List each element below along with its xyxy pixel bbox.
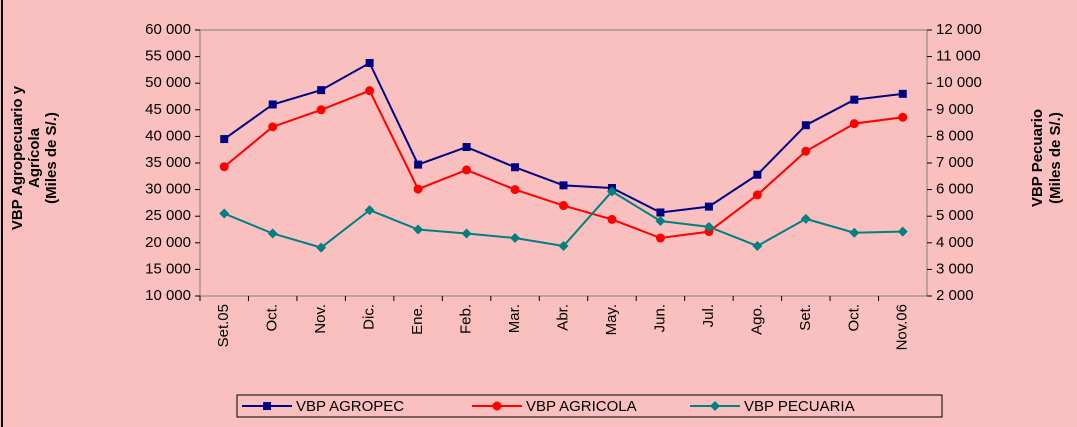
marker — [656, 208, 665, 217]
y2-tick-label: 7 000 — [936, 154, 974, 171]
x-tick-label: Abr. — [554, 304, 571, 331]
marker — [752, 240, 763, 251]
marker — [413, 224, 424, 235]
marker — [268, 100, 277, 109]
legend-label: VBP AGROPEC — [296, 398, 404, 415]
marker — [219, 208, 230, 219]
x-tick-label: Dic. — [361, 304, 378, 330]
y-tick-label: 25 000 — [145, 207, 191, 224]
marker — [655, 215, 666, 226]
marker — [492, 401, 502, 411]
marker — [898, 89, 907, 98]
y-tick-label: 30 000 — [145, 181, 191, 198]
x-tick-label: May. — [603, 304, 620, 335]
marker — [559, 201, 568, 211]
y-axis-title: Agrícola — [26, 127, 43, 188]
y2-tick-label: 5 000 — [936, 207, 974, 224]
marker — [801, 146, 811, 156]
x-tick-label: Jun. — [651, 304, 668, 332]
marker — [655, 233, 665, 243]
y2-tick-label: 10 000 — [936, 74, 982, 91]
y2-axis-title: VBP Pecuario — [1029, 109, 1046, 207]
y-tick-label: 45 000 — [145, 101, 191, 118]
marker — [800, 213, 811, 224]
marker — [462, 165, 472, 175]
x-tick-label: Jul. — [700, 304, 717, 327]
x-tick-label: Nov. — [312, 304, 329, 334]
y-tick-label: 15 000 — [145, 260, 191, 277]
y-tick-label: 20 000 — [145, 234, 191, 251]
x-tick-label: Nov.06 — [894, 304, 911, 350]
marker — [606, 186, 617, 197]
x-tick-label: Ago. — [748, 304, 765, 335]
marker — [365, 86, 375, 96]
marker — [897, 226, 908, 237]
marker — [461, 228, 472, 239]
marker — [220, 135, 229, 144]
marker — [268, 122, 278, 132]
y2-tick-label: 2 000 — [936, 287, 974, 304]
marker — [850, 95, 859, 104]
marker — [849, 227, 860, 238]
x-tick-label: Oct. — [264, 304, 281, 332]
marker — [413, 184, 423, 194]
marker — [511, 163, 520, 172]
marker — [849, 119, 859, 129]
x-tick-label: Ene. — [409, 304, 426, 335]
marker — [558, 240, 569, 251]
y-tick-label: 55 000 — [145, 48, 191, 65]
marker — [267, 228, 278, 239]
y-axis-title: (Miles de S/.) — [43, 112, 60, 204]
y2-tick-label: 3 000 — [936, 260, 974, 277]
marker — [559, 181, 568, 190]
y2-tick-label: 4 000 — [936, 234, 974, 251]
y-tick-label: 10 000 — [145, 287, 191, 304]
y2-tick-label: 6 000 — [936, 181, 974, 198]
y2-axis-title: (Miles de S/.) — [1047, 112, 1064, 204]
marker — [263, 402, 271, 410]
marker — [607, 214, 617, 224]
marker — [753, 170, 762, 179]
marker — [510, 185, 520, 195]
marker — [801, 121, 810, 130]
legend-label: VBP PECUARIA — [744, 398, 855, 415]
marker — [364, 205, 375, 216]
y-tick-label: 35 000 — [145, 154, 191, 171]
marker — [710, 401, 720, 411]
marker — [510, 233, 521, 244]
x-tick-label: Feb. — [458, 304, 475, 334]
legend-label: VBP AGRICOLA — [526, 398, 637, 415]
marker — [317, 86, 326, 95]
y-axis-title: VBP Agropecuario y — [9, 85, 26, 230]
x-tick-label: Set.05 — [215, 304, 232, 347]
marker — [316, 242, 327, 253]
y2-tick-label: 11 000 — [936, 48, 981, 65]
y-tick-label: 40 000 — [145, 127, 191, 144]
y-tick-label: 60 000 — [145, 21, 191, 38]
marker — [704, 202, 713, 211]
marker — [219, 162, 229, 172]
marker — [414, 160, 423, 169]
marker — [462, 143, 471, 152]
marker — [752, 190, 762, 200]
y2-tick-label: 9 000 — [936, 101, 974, 118]
marker — [898, 112, 908, 122]
y-tick-label: 50 000 — [145, 74, 191, 91]
y2-tick-label: 8 000 — [936, 127, 974, 144]
x-tick-label: Mar. — [506, 304, 523, 333]
marker — [703, 221, 714, 232]
marker — [365, 58, 374, 67]
y2-tick-label: 12 000 — [936, 21, 982, 38]
x-tick-label: Set. — [797, 304, 814, 331]
legend-box — [236, 394, 943, 418]
marker — [316, 105, 326, 115]
x-tick-label: Oct. — [845, 304, 862, 332]
